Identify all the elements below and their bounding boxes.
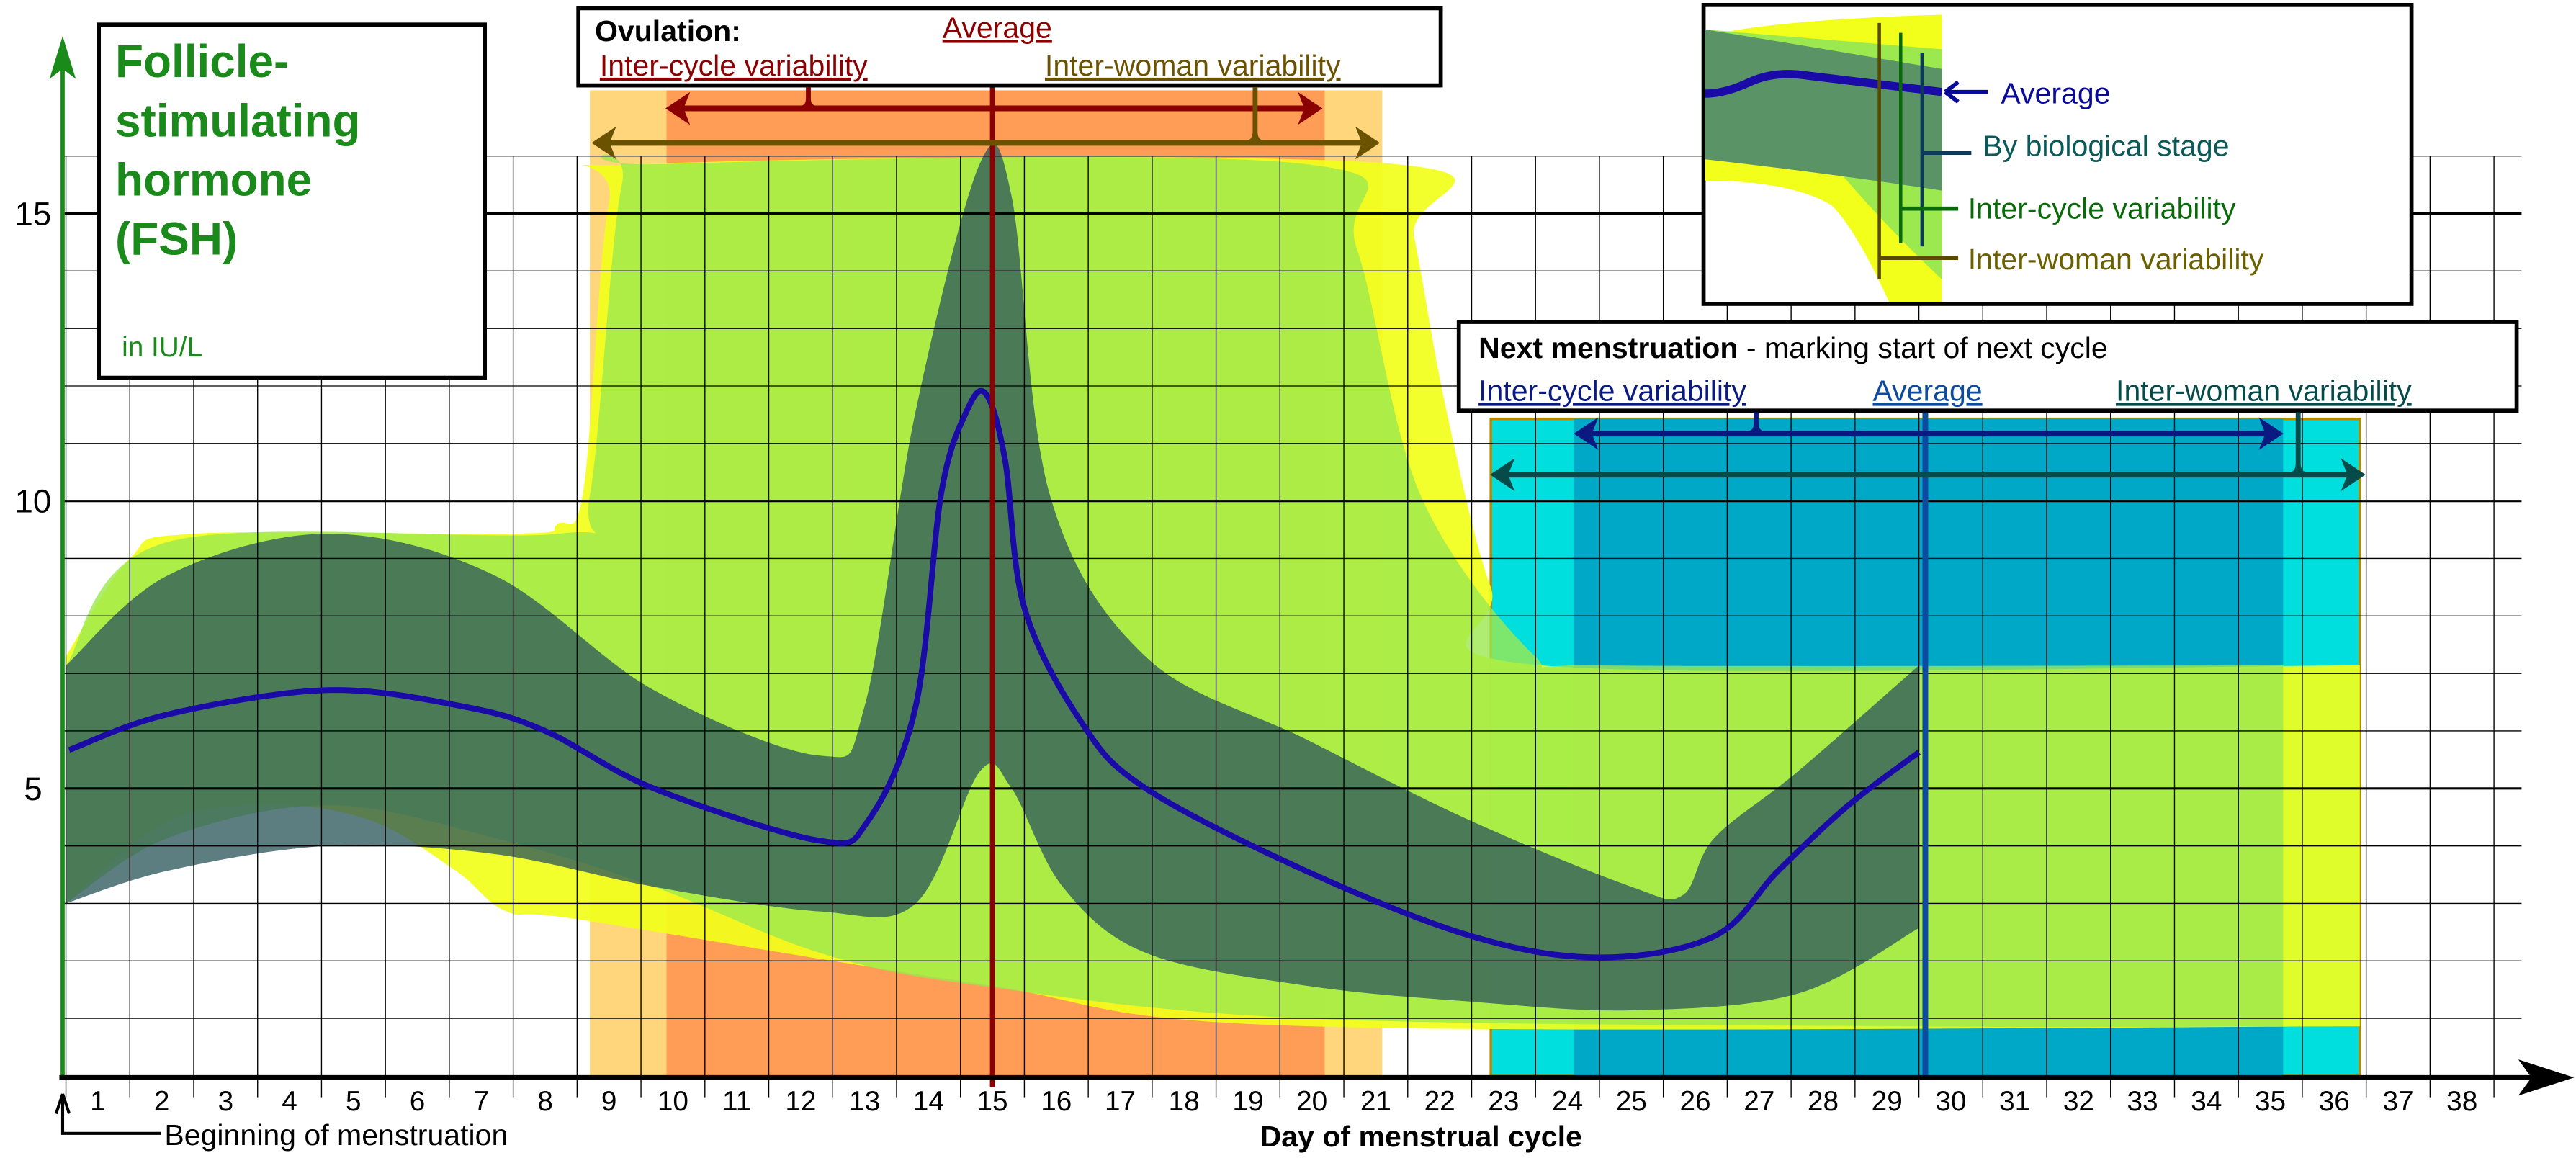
arrow-right-icon — [2258, 417, 2284, 450]
x-tick-label: 14 — [913, 1086, 944, 1117]
x-tick-label: 30 — [1935, 1086, 1966, 1117]
x-tick-label: 32 — [2063, 1086, 2094, 1117]
x-tick-label: 38 — [2446, 1086, 2477, 1117]
chart-title-line-1: Follicle- — [115, 35, 289, 87]
ovulation-inter-cycle-label: Inter-cycle variability — [600, 49, 868, 82]
x-tick-label: 24 — [1552, 1086, 1583, 1117]
x-tick-label: 9 — [601, 1086, 617, 1117]
x-tick-label: 10 — [658, 1086, 688, 1117]
x-tick-label: 15 — [977, 1086, 1007, 1117]
tick-labels: 1 2 3 4 5 6 7 8 9 10 11 12 13 14 15 16 17 18 19 20 21 22 23 24 2… — [15, 195, 2478, 1116]
x-tick-label: 34 — [2191, 1086, 2222, 1117]
x-tick-label: 7 — [473, 1086, 489, 1117]
title-box-frame — [97, 22, 488, 380]
ovulation-average-label: Average — [943, 11, 1052, 44]
chart-title-line-4: (FSH) — [115, 213, 238, 265]
x-tick-label: 17 — [1105, 1086, 1136, 1117]
x-tick-label: 27 — [1743, 1086, 1774, 1117]
arrow-left-icon — [665, 91, 691, 125]
x-tick-label: 20 — [1296, 1086, 1327, 1117]
x-tick-label: 22 — [1424, 1086, 1455, 1117]
next-menstruation-box — [1456, 320, 2519, 413]
x-tick-label: 2 — [154, 1086, 170, 1117]
x-axis-arrow-icon — [2518, 1059, 2575, 1096]
x-tick-label: 4 — [282, 1086, 297, 1117]
average-fsh-line — [68, 387, 1921, 961]
ovulation-heading: Ovulation: — [595, 14, 741, 48]
arrow-left-icon — [1490, 458, 1515, 491]
x-tick-label: 36 — [2319, 1086, 2350, 1117]
ovulation-inter-woman-label: Inter-woman variability — [1045, 49, 1341, 82]
menstruation-inter-cycle-label: Inter-cycle variability — [1478, 374, 1746, 408]
chart-title-line-3: hormone — [115, 153, 312, 205]
x-tick-label: 33 — [2127, 1086, 2158, 1117]
menstruation-average-label: Average — [1872, 374, 1982, 408]
x-tick-label: 31 — [1999, 1086, 2030, 1117]
legend-average-label: Average — [2001, 77, 2110, 110]
x-tick-label: 11 — [722, 1086, 751, 1117]
x-tick-label: 28 — [1808, 1086, 1839, 1117]
arrow-left-icon — [591, 126, 616, 160]
x-tick-label: 12 — [785, 1086, 816, 1117]
legend-biological-stage-swatch — [1705, 30, 1942, 309]
x-tick-label: 19 — [1232, 1086, 1263, 1117]
x-tick-label: 26 — [1679, 1086, 1710, 1117]
arrow-right-icon — [2341, 458, 2366, 491]
x-tick-label: 29 — [1872, 1086, 1903, 1117]
x-tick-label: 37 — [2382, 1086, 2413, 1117]
legend-inset: Average By biological stage Inter-cycle … — [1701, 2, 2414, 309]
next-menstruation-heading: Next menstruation - marking start of nex… — [1478, 331, 2108, 364]
y-tick-label: 15 — [15, 195, 52, 232]
x-tick-label: 18 — [1169, 1086, 1200, 1117]
beginning-pointer-icon — [54, 1093, 161, 1135]
x-tick-label: 1 — [90, 1086, 106, 1117]
beginning-of-menstruation-label: Beginning of menstruation — [164, 1118, 508, 1152]
legend-inter-cycle-label: Inter-cycle variability — [1968, 192, 2236, 225]
x-tick-label: 35 — [2255, 1086, 2286, 1117]
next-menstruation-title: Next menstruation — [1478, 331, 1738, 364]
legend-average-pointer-icon — [1944, 80, 1988, 104]
x-tick-label: 5 — [346, 1086, 362, 1117]
x-tick-label: 21 — [1360, 1086, 1391, 1117]
y-tick-label: 5 — [24, 771, 42, 807]
x-tick-label: 6 — [410, 1086, 426, 1117]
x-tick-label: 25 — [1616, 1086, 1647, 1117]
legend-inter-woman-label: Inter-woman variability — [1968, 243, 2264, 276]
next-menstruation-annotation: Next menstruation - marking start of nex… — [1456, 320, 2519, 491]
ovulation-box — [576, 6, 1443, 88]
y-axis-arrow-icon — [49, 36, 76, 79]
y-tick-label: 10 — [15, 483, 52, 520]
unit-label: in IU/L — [122, 332, 202, 363]
x-tick-label: 8 — [537, 1086, 553, 1117]
arrow-left-icon — [1574, 417, 1599, 450]
arrow-right-icon — [1298, 91, 1323, 125]
x-axis-label: Day of menstrual cycle — [1260, 1120, 1582, 1153]
menstruation-inter-woman-label: Inter-woman variability — [2116, 374, 2412, 408]
next-menstruation-subtitle: - marking start of next cycle — [1738, 331, 2107, 364]
legend-biological-stage-label: By biological stage — [1983, 130, 2229, 163]
chart-title-line-2: stimulating — [115, 94, 361, 146]
average-lines — [68, 39, 1929, 1087]
x-tick-label: 13 — [849, 1086, 880, 1117]
title-box: Follicle- stimulating hormone (FSH) in I… — [97, 22, 488, 380]
x-tick-label: 16 — [1041, 1086, 1072, 1117]
x-tick-label: 23 — [1488, 1086, 1519, 1117]
ovulation-annotation: Ovulation: Average Inter-cycle variabili… — [576, 6, 1443, 160]
legend-average-swatch — [1705, 70, 1942, 98]
x-tick-label: 3 — [218, 1086, 234, 1117]
arrow-right-icon — [1355, 126, 1381, 160]
